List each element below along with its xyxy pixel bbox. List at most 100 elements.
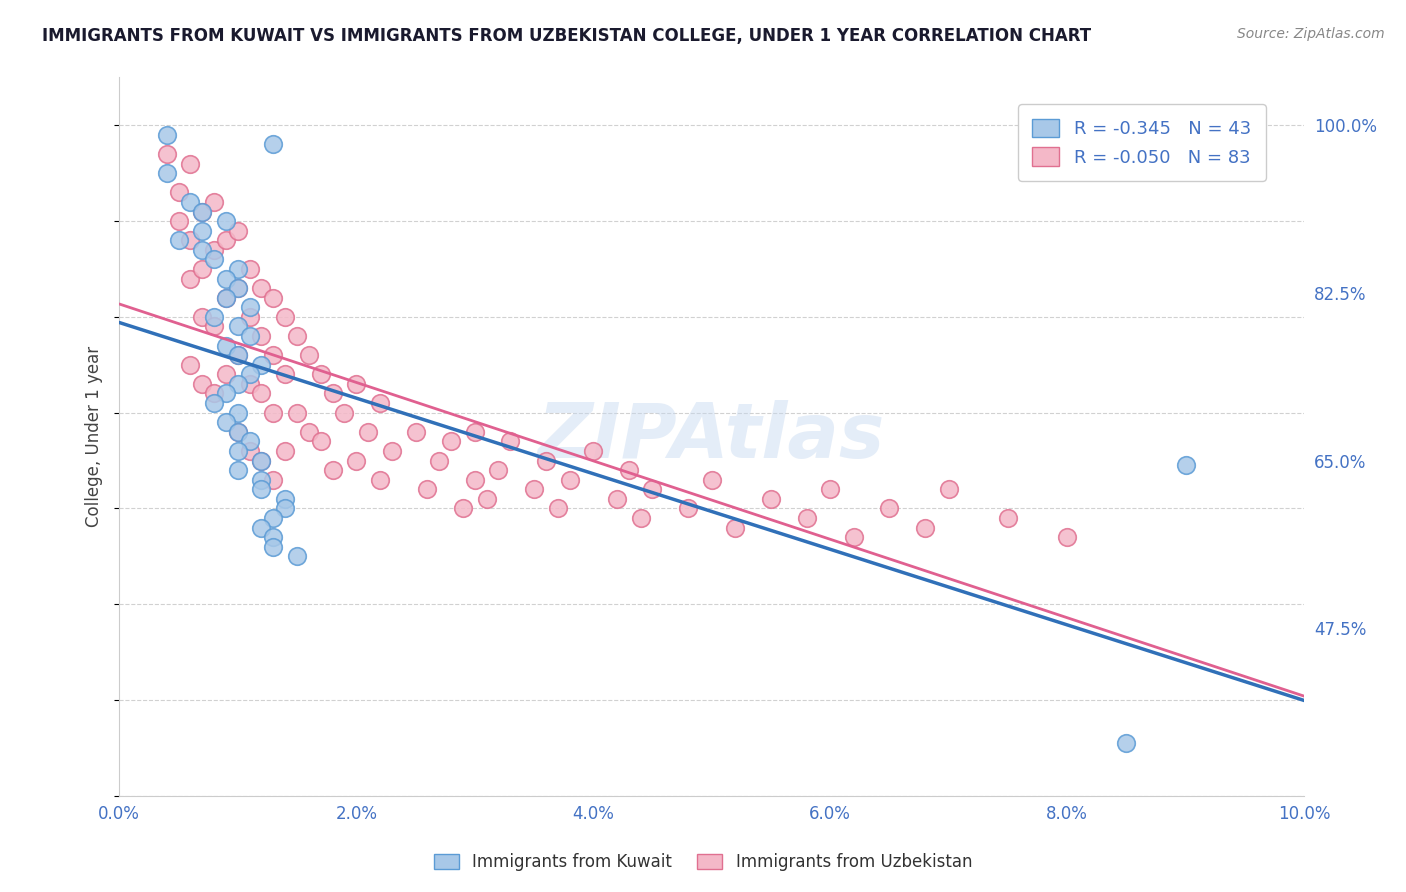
Point bbox=[534, 453, 557, 467]
Point bbox=[262, 137, 284, 152]
Point bbox=[239, 329, 262, 343]
Point bbox=[368, 396, 391, 410]
Point bbox=[239, 310, 262, 324]
Point bbox=[250, 453, 273, 467]
Point bbox=[226, 463, 249, 477]
Point bbox=[262, 348, 284, 362]
Point bbox=[250, 358, 273, 372]
Point bbox=[250, 483, 273, 497]
Point bbox=[451, 501, 474, 516]
Point bbox=[547, 501, 569, 516]
Point bbox=[464, 473, 486, 487]
Text: ZIPAtlas: ZIPAtlas bbox=[538, 400, 886, 474]
Point bbox=[914, 520, 936, 534]
Point bbox=[226, 425, 249, 439]
Point bbox=[405, 425, 427, 439]
Text: IMMIGRANTS FROM KUWAIT VS IMMIGRANTS FROM UZBEKISTAN COLLEGE, UNDER 1 YEAR CORRE: IMMIGRANTS FROM KUWAIT VS IMMIGRANTS FRO… bbox=[42, 27, 1091, 45]
Point bbox=[215, 291, 238, 305]
Point bbox=[226, 376, 249, 391]
Point bbox=[475, 491, 498, 506]
Point bbox=[215, 415, 238, 429]
Point bbox=[381, 444, 404, 458]
Point bbox=[558, 473, 581, 487]
Point bbox=[274, 368, 297, 382]
Point bbox=[202, 252, 225, 267]
Point bbox=[191, 224, 214, 238]
Point bbox=[298, 425, 321, 439]
Point bbox=[606, 491, 628, 506]
Legend: Immigrants from Kuwait, Immigrants from Uzbekistan: Immigrants from Kuwait, Immigrants from … bbox=[426, 845, 980, 880]
Point bbox=[215, 368, 238, 382]
Point bbox=[274, 444, 297, 458]
Point bbox=[226, 319, 249, 334]
Point bbox=[274, 310, 297, 324]
Point bbox=[285, 406, 308, 420]
Point bbox=[239, 376, 262, 391]
Point bbox=[997, 511, 1019, 525]
Point bbox=[427, 453, 450, 467]
Point bbox=[215, 271, 238, 285]
Point bbox=[156, 128, 179, 142]
Point bbox=[191, 262, 214, 277]
Point bbox=[700, 473, 723, 487]
Point bbox=[202, 194, 225, 209]
Point bbox=[191, 376, 214, 391]
Point bbox=[239, 444, 262, 458]
Point bbox=[250, 386, 273, 401]
Point bbox=[215, 214, 238, 228]
Point bbox=[262, 540, 284, 554]
Point bbox=[818, 483, 841, 497]
Point bbox=[202, 310, 225, 324]
Point bbox=[416, 483, 439, 497]
Y-axis label: College, Under 1 year: College, Under 1 year bbox=[86, 346, 103, 527]
Point bbox=[298, 348, 321, 362]
Point bbox=[179, 358, 201, 372]
Point bbox=[226, 348, 249, 362]
Point bbox=[191, 204, 214, 219]
Point bbox=[226, 262, 249, 277]
Point bbox=[724, 520, 747, 534]
Point bbox=[879, 501, 901, 516]
Point bbox=[215, 338, 238, 352]
Point bbox=[179, 271, 201, 285]
Point bbox=[250, 473, 273, 487]
Point bbox=[191, 310, 214, 324]
Point bbox=[285, 549, 308, 564]
Point bbox=[226, 425, 249, 439]
Point bbox=[250, 453, 273, 467]
Point bbox=[309, 368, 332, 382]
Point bbox=[239, 434, 262, 449]
Point bbox=[202, 386, 225, 401]
Point bbox=[759, 491, 782, 506]
Point bbox=[226, 444, 249, 458]
Point bbox=[274, 491, 297, 506]
Point bbox=[262, 473, 284, 487]
Point bbox=[250, 520, 273, 534]
Point bbox=[262, 511, 284, 525]
Point bbox=[499, 434, 522, 449]
Point bbox=[309, 434, 332, 449]
Point bbox=[226, 406, 249, 420]
Point bbox=[262, 291, 284, 305]
Point bbox=[464, 425, 486, 439]
Point bbox=[250, 329, 273, 343]
Point bbox=[523, 483, 546, 497]
Point bbox=[262, 406, 284, 420]
Point bbox=[239, 262, 262, 277]
Point bbox=[239, 368, 262, 382]
Point bbox=[676, 501, 699, 516]
Point bbox=[226, 348, 249, 362]
Point bbox=[322, 386, 344, 401]
Point bbox=[202, 319, 225, 334]
Point bbox=[1056, 530, 1078, 544]
Point bbox=[179, 194, 201, 209]
Point bbox=[368, 473, 391, 487]
Point bbox=[938, 483, 960, 497]
Point bbox=[1174, 458, 1197, 473]
Point bbox=[167, 186, 190, 200]
Point bbox=[179, 233, 201, 247]
Point bbox=[215, 386, 238, 401]
Point bbox=[239, 301, 262, 315]
Point bbox=[488, 463, 510, 477]
Point bbox=[179, 156, 201, 170]
